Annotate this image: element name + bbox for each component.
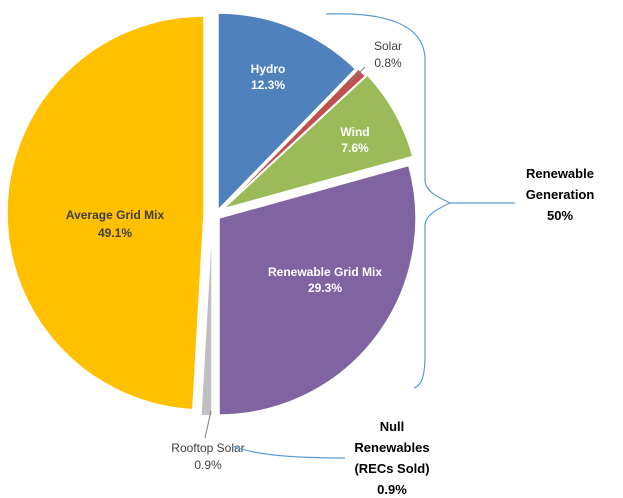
wind-value: 7.6% <box>341 141 369 155</box>
renewable-grid-mix-label: Renewable Grid Mix <box>268 265 382 279</box>
slice-label-wind: Wind 7.6% <box>340 125 369 155</box>
group-label-null-renewables: Null Renewables (RECs Sold) 0.9% <box>354 419 429 497</box>
slice-label-average-grid-mix: Average Grid Mix 49.1% <box>66 208 165 240</box>
slice-label-rooftop-solar: Rooftop Solar 0.9% <box>171 410 245 472</box>
group-label-renewable-generation: Renewable Generation 50% <box>526 166 595 223</box>
pie-slice-average-grid-mix <box>6 15 205 411</box>
solar-leader-line <box>348 66 366 84</box>
renewable-generation-line-1: Renewable <box>526 166 594 181</box>
pie-slice-renewable-grid-mix <box>218 164 417 416</box>
renewable-generation-line-3: 50% <box>547 208 573 223</box>
hydro-label: Hydro <box>251 62 286 76</box>
average-grid-mix-value: 49.1% <box>98 226 132 240</box>
rooftop-solar-leader-line <box>204 410 212 439</box>
pie-slice-hydro <box>217 12 357 212</box>
pie-slice-wind <box>222 73 414 210</box>
renewable-grid-mix-value: 29.3% <box>308 281 342 295</box>
renewable-generation-bracket <box>325 13 452 389</box>
rooftop-solar-value: 0.9% <box>194 458 222 472</box>
null-renewables-line-3: (RECs Sold) <box>354 461 429 476</box>
solar-label: Solar <box>374 39 402 53</box>
wind-label: Wind <box>340 125 369 139</box>
slice-label-solar: Solar 0.8% <box>348 39 402 84</box>
hydro-value: 12.3% <box>251 78 285 92</box>
average-grid-mix-label: Average Grid Mix <box>66 208 165 222</box>
renewable-generation-line-2: Generation <box>526 187 595 202</box>
null-renewables-line-4: 0.9% <box>377 482 407 497</box>
null-renewables-line-2: Renewables <box>354 440 429 455</box>
solar-value: 0.8% <box>374 56 402 70</box>
slice-label-renewable-grid-mix: Renewable Grid Mix 29.3% <box>268 265 382 295</box>
pie-slices <box>6 12 417 417</box>
slice-label-hydro: Hydro 12.3% <box>251 62 286 92</box>
null-renewables-line-1: Null <box>380 419 405 434</box>
null-renewables-connector <box>231 445 346 459</box>
rooftop-solar-label: Rooftop Solar <box>171 441 244 455</box>
pie-slice-rooftop-solar <box>200 218 213 417</box>
